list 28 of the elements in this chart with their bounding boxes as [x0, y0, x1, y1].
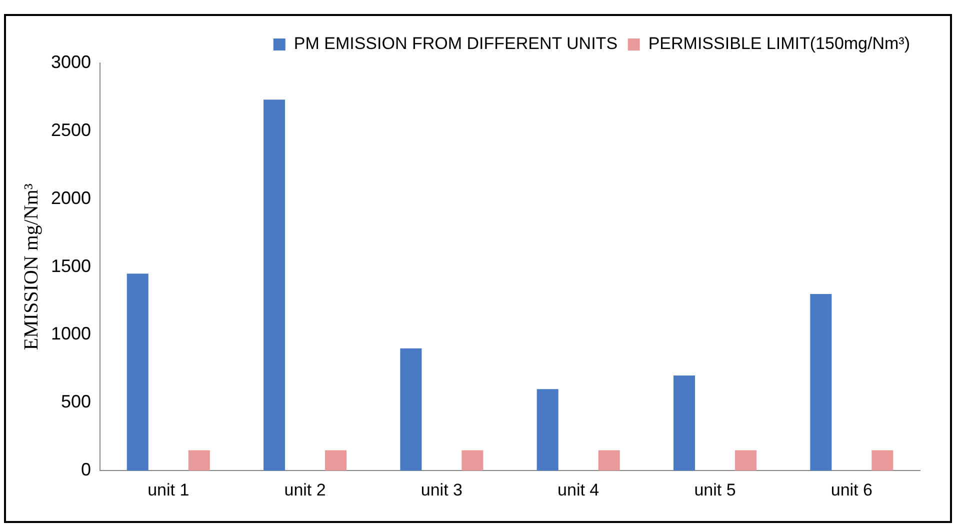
bar — [872, 450, 894, 471]
bar — [734, 450, 757, 471]
y-tick-label: 0 — [81, 460, 92, 480]
bar — [188, 450, 210, 471]
x-tick-label: unit 5 — [694, 480, 736, 500]
y-tick-label: 2500 — [50, 120, 92, 140]
bar — [264, 100, 286, 471]
legend-label: PM EMISSION FROM DIFFERENT UNITS — [294, 34, 618, 54]
y-tick-label: 500 — [60, 392, 92, 412]
bar — [325, 450, 347, 471]
y-axis-title: EMISSION mg/Nm³ — [20, 184, 42, 350]
y-tick-label: 3000 — [50, 52, 92, 72]
bar — [674, 375, 696, 471]
y-tick-label: 1500 — [50, 256, 92, 276]
x-tick-label: unit 6 — [830, 480, 872, 500]
bar — [126, 274, 148, 471]
x-tick-label: unit 4 — [558, 480, 600, 500]
bar — [400, 348, 422, 471]
y-tick-label: 1000 — [50, 324, 92, 344]
y-tick-label: 2000 — [50, 188, 92, 208]
x-tick-label: unit 1 — [148, 480, 190, 500]
bar — [536, 389, 558, 471]
bar — [462, 450, 484, 471]
bar — [598, 450, 620, 471]
x-tick-label: unit 2 — [284, 480, 326, 500]
legend-label: PERMISSIBLE LIMIT(150mg/Nm³) — [648, 34, 910, 54]
x-tick-label: unit 3 — [420, 480, 462, 500]
bar — [810, 294, 832, 471]
